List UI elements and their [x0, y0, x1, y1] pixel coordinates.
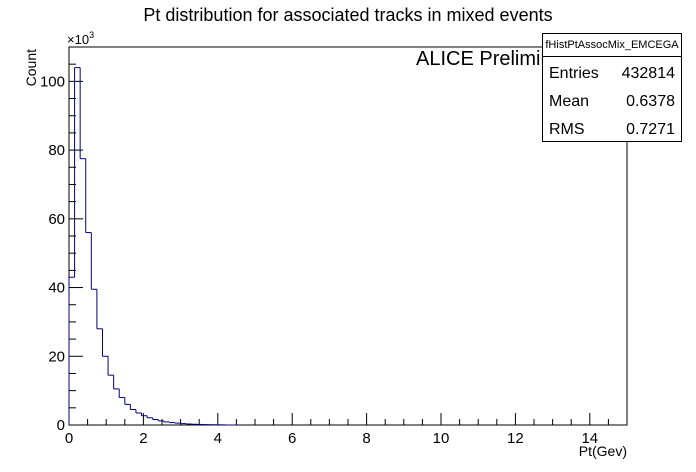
stats-key: Mean: [549, 93, 590, 110]
x-axis-label: Pt(Gev): [579, 443, 627, 459]
stats-histogram-name: fHistPtAssocMix_EMCEGA: [543, 34, 681, 57]
y-multiplier-exponent: 3: [89, 30, 94, 40]
y-multiplier-label: ×103: [67, 30, 94, 47]
x-tick-label: 8: [362, 430, 370, 447]
stats-row-mean: Mean 0.6378: [549, 88, 675, 116]
stats-row-entries: Entries 432814: [549, 60, 675, 88]
x-tick-label: 4: [214, 430, 222, 447]
x-tick-label: 10: [433, 430, 450, 447]
y-tick-label: 100: [40, 73, 65, 90]
stats-row-rms: RMS 0.7271: [549, 116, 675, 144]
stats-value: 0.7271: [626, 121, 675, 138]
x-tick-label: 2: [139, 430, 147, 447]
stats-value: 0.6378: [626, 93, 675, 110]
y-tick-label: 80: [48, 142, 65, 159]
stats-key: RMS: [549, 121, 585, 138]
chart-title: Pt distribution for associated tracks in…: [143, 5, 553, 25]
y-tick-label: 20: [48, 348, 65, 365]
stats-value: 432814: [621, 65, 675, 82]
histogram-bars: [68, 67, 237, 426]
stats-box: fHistPtAssocMix_EMCEGA Entries 432814 Me…: [542, 33, 682, 142]
alice-preliminary-label: ALICE Preliminary: [416, 48, 580, 70]
y-axis-label: Count: [23, 49, 39, 86]
x-tick-label: 6: [288, 430, 296, 447]
axis-labels: 0 2 4 6 8 10 12 14 0 20 40 60 80 100 ×103 Pt(Gev) Count: [23, 30, 627, 459]
x-tick-label: 12: [507, 430, 524, 447]
axes: [68, 46, 628, 426]
x-tick-label: 14: [581, 430, 598, 447]
y-tick-label: 40: [48, 280, 65, 297]
y-tick-label: 0: [57, 417, 65, 434]
y-tick-label: 60: [48, 211, 65, 228]
x-tick-label: 0: [65, 430, 73, 447]
stats-key: Entries: [549, 65, 599, 82]
